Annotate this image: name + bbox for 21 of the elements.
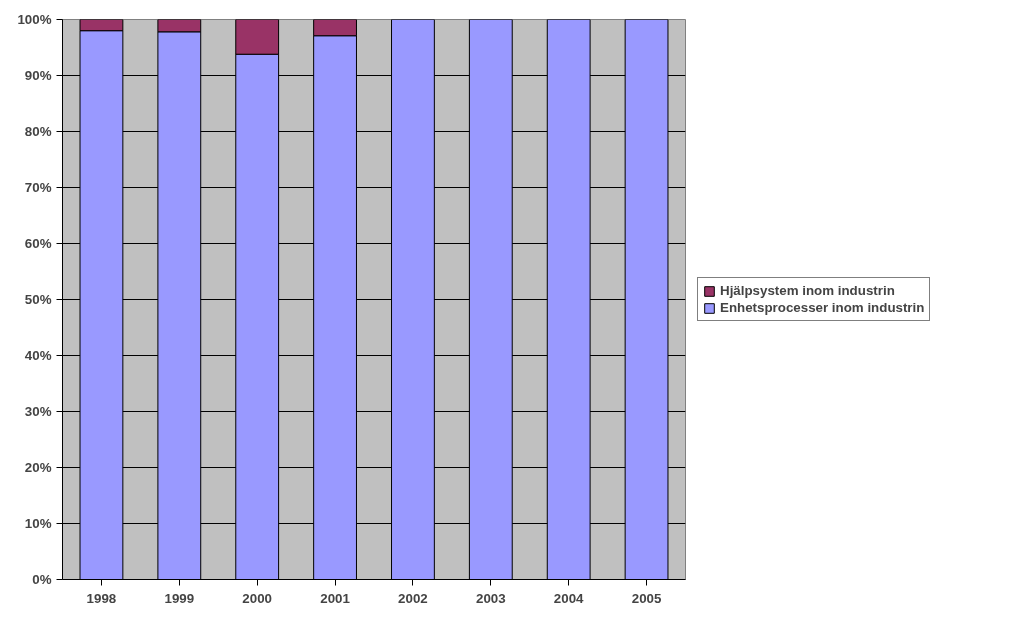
x-tick-label: 2004 xyxy=(553,590,585,606)
x-tick-label: 2000 xyxy=(242,590,273,606)
y-tick-label: 20% xyxy=(24,460,52,475)
x-tick-label: 2002 xyxy=(398,590,428,606)
legend-label: Enhetsprocesser inom industrin xyxy=(720,300,925,315)
y-tick-label: 30% xyxy=(24,404,52,419)
x-tick-label: 2003 xyxy=(475,590,506,606)
y-tick-label: 0% xyxy=(32,572,52,587)
x-tick-label: 2005 xyxy=(631,590,662,606)
x-tick-label: 1999 xyxy=(164,590,195,606)
y-tick-label: 90% xyxy=(24,68,52,83)
legend-label: Hjälpsystem inom industrin xyxy=(720,283,895,298)
y-tick-label: 50% xyxy=(24,292,52,307)
x-tick-label: 1998 xyxy=(86,590,117,606)
y-tick-label: 10% xyxy=(24,516,52,531)
y-tick-label: 70% xyxy=(24,180,52,195)
y-tick-label: 80% xyxy=(24,124,52,139)
x-tick-label: 2001 xyxy=(320,590,351,606)
y-tick-label: 60% xyxy=(24,236,52,251)
y-tick-label: 40% xyxy=(24,348,52,363)
y-tick-label: 100% xyxy=(17,12,52,27)
